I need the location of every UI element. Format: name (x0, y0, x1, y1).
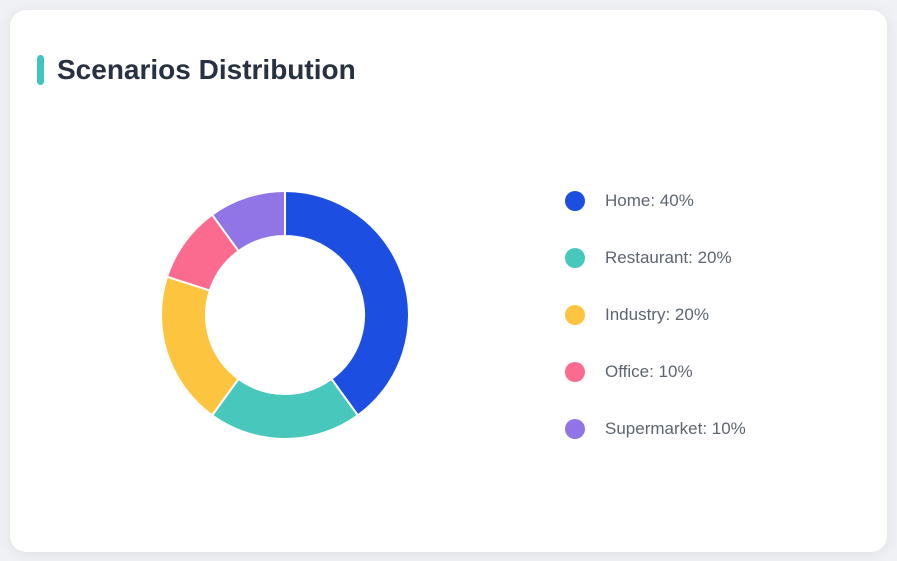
donut-chart (160, 190, 410, 440)
legend-item-home[interactable]: Home: 40% (565, 191, 746, 211)
legend-item-office[interactable]: Office: 10% (565, 362, 746, 382)
legend-item-restaurant[interactable]: Restaurant: 20% (565, 248, 746, 268)
card-title: Scenarios Distribution (57, 54, 356, 85)
donut-segment-industry[interactable] (160, 275, 240, 417)
legend-dot-office (565, 362, 585, 382)
legend-label-supermarket: Supermarket: 10% (605, 419, 746, 438)
legend: Home: 40% Restaurant: 20% Industry: 20% Off… (565, 191, 746, 476)
legend-dot-restaurant (565, 248, 585, 268)
legend-dot-home (565, 191, 585, 211)
legend-item-supermarket[interactable]: Supermarket: 10% (565, 419, 746, 439)
donut-segment-restaurant[interactable] (211, 377, 359, 440)
legend-item-industry[interactable]: Industry: 20% (565, 305, 746, 325)
legend-dot-industry (565, 305, 585, 325)
legend-label-industry: Industry: 20% (605, 305, 709, 324)
legend-label-office: Office: 10% (605, 362, 693, 381)
donut-segment-home[interactable] (284, 190, 410, 417)
legend-dot-supermarket (565, 419, 585, 439)
scenarios-distribution-card: Scenarios Distribution Home: 40% Restaura… (10, 10, 887, 552)
legend-label-restaurant: Restaurant: 20% (605, 248, 732, 267)
card-header: Scenarios Distribution (37, 54, 356, 86)
donut-segment-supermarket[interactable] (211, 190, 286, 253)
title-accent-bar (37, 55, 44, 85)
legend-label-home: Home: 40% (605, 191, 694, 210)
